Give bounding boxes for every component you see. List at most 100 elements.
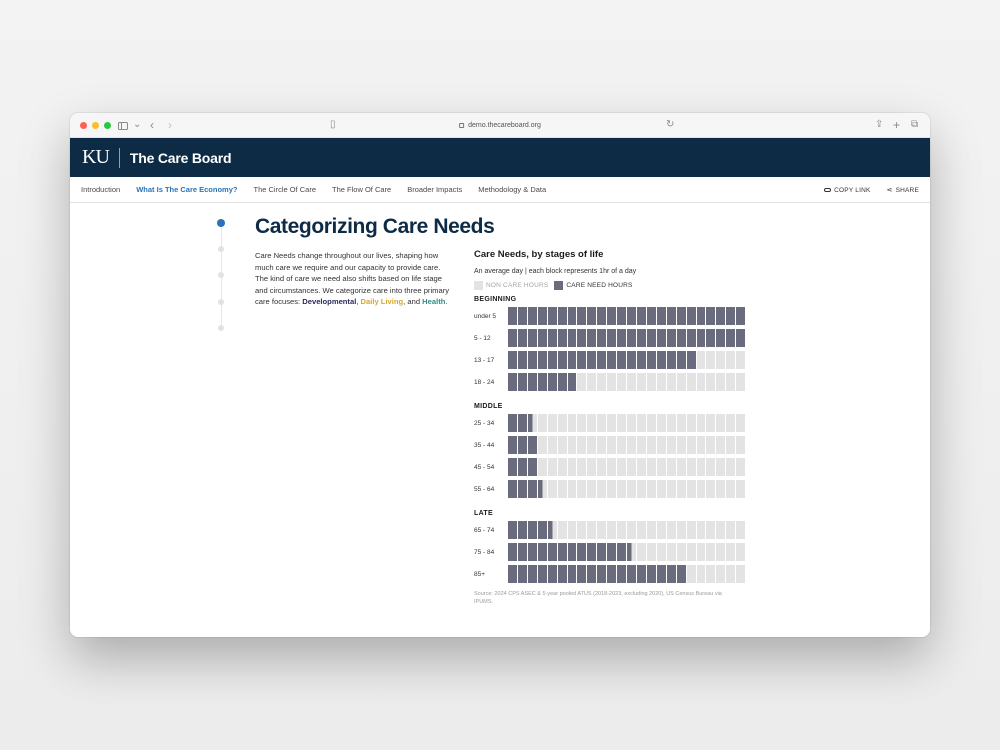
hour-block bbox=[577, 521, 587, 539]
close-window-button[interactable] bbox=[80, 122, 87, 129]
nav-item-flow-of-care[interactable]: The Flow Of Care bbox=[332, 185, 392, 194]
hour-block bbox=[686, 543, 696, 561]
nav-item-circle-of-care[interactable]: The Circle Of Care bbox=[253, 185, 317, 194]
chart-row: 25 - 34 bbox=[474, 414, 749, 432]
row-label: under 5 bbox=[474, 312, 497, 320]
hour-block bbox=[607, 565, 617, 583]
hour-block bbox=[706, 373, 716, 391]
hour-block bbox=[587, 329, 597, 347]
new-tab-icon[interactable]: + bbox=[893, 118, 901, 132]
hour-block bbox=[557, 373, 567, 391]
hour-block bbox=[617, 565, 627, 583]
hour-block bbox=[607, 351, 617, 369]
hour-block bbox=[656, 565, 666, 583]
back-arrow-icon[interactable]: ‹ bbox=[150, 118, 154, 132]
hour-block bbox=[587, 543, 597, 561]
hour-blocks bbox=[508, 436, 746, 454]
hour-block bbox=[577, 373, 587, 391]
window-controls bbox=[80, 122, 111, 129]
nav-item-care-economy[interactable]: What Is The Care Economy? bbox=[136, 185, 238, 194]
hour-block bbox=[696, 565, 706, 583]
maximize-window-button[interactable] bbox=[104, 122, 111, 129]
chevron-down-icon[interactable]: ⌄ bbox=[133, 119, 142, 130]
hour-block bbox=[627, 458, 636, 476]
hour-block bbox=[666, 458, 676, 476]
hour-block bbox=[527, 480, 537, 498]
nav-item-broader-impacts[interactable]: Broader Impacts bbox=[407, 185, 463, 194]
reload-icon[interactable]: ↻ bbox=[666, 119, 675, 130]
chart-row: 13 - 17 bbox=[474, 351, 749, 369]
reader-icon[interactable]: ▯ bbox=[330, 119, 336, 130]
hour-blocks bbox=[508, 458, 746, 476]
progress-step-2[interactable] bbox=[218, 246, 224, 252]
hour-block bbox=[537, 480, 547, 498]
minimize-window-button[interactable] bbox=[92, 122, 99, 129]
share-button[interactable]: ⋖ SHARE bbox=[887, 186, 919, 195]
hour-block bbox=[676, 436, 686, 454]
page-title: Categorizing Care Needs bbox=[255, 215, 495, 238]
hour-block bbox=[547, 543, 557, 561]
hour-block bbox=[567, 480, 577, 498]
hour-block bbox=[597, 458, 607, 476]
ku-logo[interactable]: KU bbox=[82, 146, 110, 168]
hour-block bbox=[508, 458, 517, 476]
hour-block bbox=[686, 351, 696, 369]
hour-block bbox=[517, 373, 527, 391]
hour-block bbox=[736, 543, 746, 561]
hour-block bbox=[557, 307, 567, 325]
progress-step-3[interactable] bbox=[218, 272, 224, 278]
hour-block bbox=[696, 436, 706, 454]
hour-block bbox=[587, 565, 597, 583]
chart-row: 55 - 64 bbox=[474, 480, 749, 498]
hour-block bbox=[716, 414, 726, 432]
hour-block bbox=[696, 351, 706, 369]
hour-block bbox=[706, 414, 716, 432]
chart-row: 85+ bbox=[474, 565, 749, 583]
hour-block bbox=[617, 414, 627, 432]
hour-block bbox=[686, 307, 696, 325]
hour-block bbox=[607, 373, 617, 391]
chart-row: under 5 bbox=[474, 307, 749, 325]
progress-step-1[interactable] bbox=[217, 219, 225, 227]
nav-item-methodology[interactable]: Methodology & Data bbox=[478, 185, 547, 194]
forward-arrow-icon[interactable]: › bbox=[168, 118, 172, 132]
hour-block bbox=[597, 373, 607, 391]
hour-block bbox=[676, 373, 686, 391]
hour-block bbox=[577, 480, 587, 498]
hour-block bbox=[517, 480, 527, 498]
sidebar-toggle-icon[interactable] bbox=[118, 122, 128, 130]
hour-block bbox=[716, 329, 726, 347]
site-title[interactable]: The Care Board bbox=[129, 149, 232, 166]
nav-item-introduction[interactable]: Introduction bbox=[81, 185, 121, 194]
hour-block bbox=[666, 543, 676, 561]
hour-block bbox=[736, 307, 746, 325]
chart-row: 75 - 84 bbox=[474, 543, 749, 561]
hour-block bbox=[607, 521, 617, 539]
progress-step-5[interactable] bbox=[218, 325, 224, 331]
browser-window: ⌄ ‹ › ▯ demo.thecareboard.org ↻ ⇪ + ⧉ KU… bbox=[70, 113, 930, 637]
hour-block bbox=[636, 543, 646, 561]
hour-block bbox=[527, 307, 537, 325]
hour-block bbox=[587, 521, 597, 539]
tab-overview-icon[interactable]: ⧉ bbox=[911, 119, 919, 130]
row-label: 13 - 17 bbox=[474, 356, 495, 364]
progress-step-4[interactable] bbox=[218, 299, 224, 305]
hour-block bbox=[666, 307, 676, 325]
hour-block bbox=[577, 458, 587, 476]
hour-block bbox=[676, 458, 686, 476]
share-page-icon[interactable]: ⇪ bbox=[875, 119, 884, 130]
hour-block bbox=[686, 329, 696, 347]
legend-label-care-need: CARE NEED HOURS bbox=[566, 282, 633, 289]
hour-block bbox=[686, 414, 696, 432]
hour-block bbox=[567, 565, 577, 583]
legend-label-non-care: NON CARE HOURS bbox=[486, 282, 549, 289]
hour-block bbox=[567, 351, 577, 369]
address-bar[interactable]: demo.thecareboard.org bbox=[459, 118, 541, 133]
copy-link-button[interactable]: COPY LINK bbox=[824, 187, 870, 194]
hour-block bbox=[646, 521, 656, 539]
hour-block bbox=[696, 543, 706, 561]
hour-block bbox=[706, 521, 716, 539]
chart-group-late: LATE 65 - 74 75 - 84 85+ bbox=[474, 510, 749, 583]
hour-block bbox=[686, 521, 696, 539]
row-label: 55 - 64 bbox=[474, 485, 495, 493]
